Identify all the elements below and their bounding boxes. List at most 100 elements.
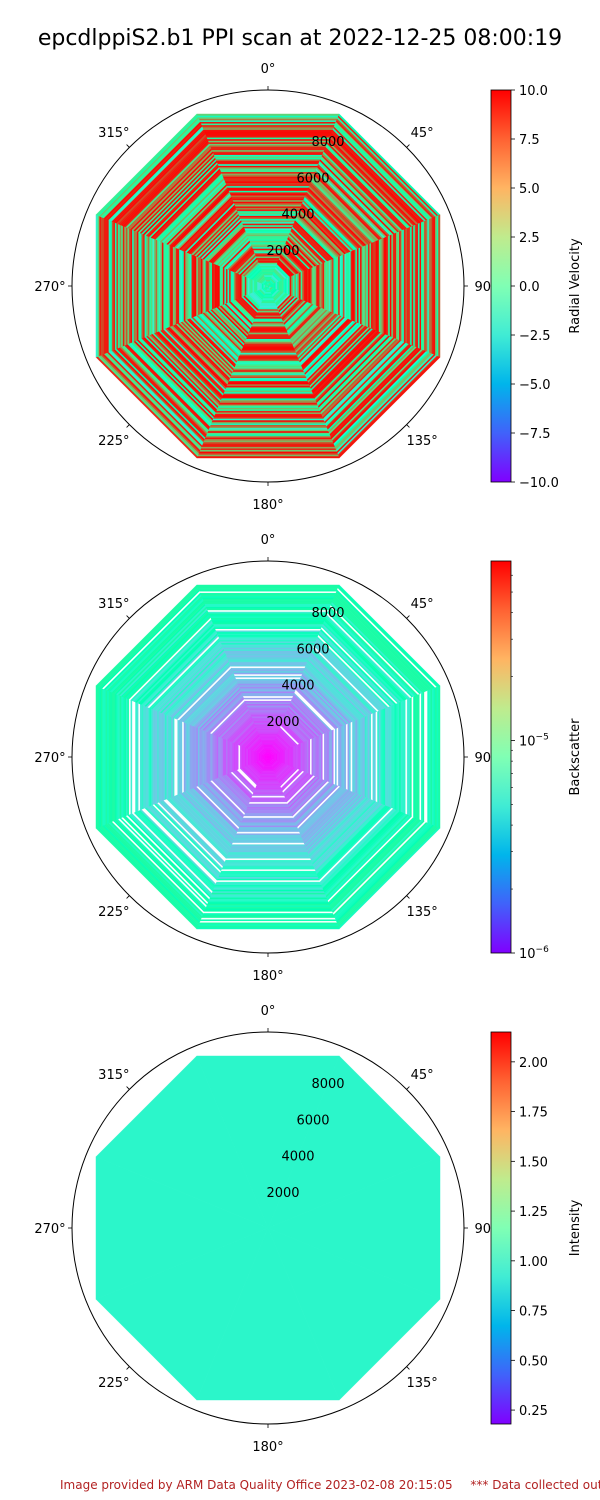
range-gate [231, 669, 305, 672]
range-gate [217, 634, 319, 637]
range-gate [183, 721, 186, 793]
range-gate [371, 713, 373, 801]
range-gate [264, 748, 272, 751]
range-gate [413, 224, 416, 348]
range-gate [311, 266, 314, 306]
range-gate [243, 343, 293, 346]
range-gate [222, 737, 225, 777]
range-gate [261, 298, 275, 301]
range-gate [335, 257, 338, 315]
range-gate [103, 688, 106, 826]
range-gate [128, 228, 131, 344]
range-gate [232, 672, 304, 675]
range-gate [127, 227, 130, 345]
range-gate [211, 891, 325, 894]
range-gate [425, 219, 428, 353]
range-gate [314, 265, 317, 307]
range-gate [263, 764, 273, 767]
range-gate [245, 232, 291, 235]
range-gate [263, 766, 273, 769]
range-gate [213, 734, 216, 780]
range-gate [410, 697, 413, 817]
theta-tick-label: 225° [98, 434, 129, 449]
range-gate [220, 266, 223, 306]
range-gate [241, 348, 295, 351]
range-gate [241, 346, 295, 349]
range-gate [131, 700, 134, 814]
range-gate [241, 694, 295, 697]
range-gate [305, 269, 308, 303]
range-gate [265, 761, 271, 764]
range-gate [156, 710, 159, 804]
range-gate [198, 451, 338, 454]
range-gate [218, 637, 318, 640]
range-gate [347, 723, 350, 791]
range-gate [385, 236, 388, 336]
range-gate [259, 774, 277, 776]
range-gate [259, 736, 277, 739]
colorbar-tick-label: −10.0 [519, 476, 559, 491]
range-gate [228, 269, 231, 303]
range-gate [220, 737, 223, 777]
colorbar-tick-label: 1.75 [519, 1106, 548, 1121]
range-gate [246, 805, 290, 808]
range-gate [242, 695, 294, 698]
range-gate [125, 697, 128, 817]
range-gate [339, 255, 342, 317]
range-gate [167, 715, 170, 799]
range-gate [247, 803, 289, 806]
range-gate [325, 732, 328, 782]
range-gate [200, 595, 336, 598]
range-gate [207, 140, 329, 143]
range-gate [313, 266, 316, 306]
range-gate [213, 415, 323, 418]
range-gate [406, 227, 409, 345]
range-gate [403, 699, 406, 815]
range-gate [275, 752, 278, 762]
range-gate [241, 745, 244, 769]
range-gate [130, 699, 133, 815]
range-gate [232, 841, 304, 844]
range-gate [123, 697, 126, 817]
range-gate [435, 215, 438, 357]
range-gate [374, 712, 377, 802]
range-gate [205, 730, 208, 784]
range-gate [212, 888, 324, 891]
range-gate [192, 254, 195, 318]
theta-tick-label: 225° [98, 1376, 129, 1391]
r-tick-label: 6000 [296, 1113, 329, 1128]
range-gate [331, 729, 334, 785]
range-gate [207, 429, 329, 432]
range-gate [200, 594, 336, 597]
range-gate [221, 867, 315, 870]
range-gate [228, 378, 308, 381]
range-gate [109, 220, 112, 352]
range-gate [291, 746, 294, 768]
range-gate [261, 742, 275, 745]
range-gate [417, 693, 420, 821]
range-gate [285, 748, 287, 766]
range-gate [197, 925, 339, 928]
range-gate [198, 589, 338, 592]
range-gate [147, 706, 150, 808]
range-gate [197, 727, 200, 787]
theta-tick-label: 135° [406, 1376, 437, 1391]
ppi-panel-1: 0°45°90°135°180°225°270°315°200040006000… [34, 62, 583, 513]
range-gate [134, 701, 137, 813]
range-gate [254, 315, 282, 318]
range-gate [274, 753, 277, 761]
range-gate [253, 318, 283, 321]
range-gate [97, 686, 100, 828]
theta-tick [406, 424, 410, 428]
range-gate [184, 722, 187, 792]
range-gate [234, 834, 302, 837]
range-gate [339, 726, 342, 788]
range-gate [372, 241, 375, 331]
r-tick-label: 2000 [266, 244, 299, 259]
range-gate [144, 234, 147, 338]
range-gate [233, 742, 236, 772]
range-gate [234, 204, 302, 207]
range-gate [222, 864, 314, 867]
range-gate [248, 709, 288, 712]
range-gate [320, 734, 323, 780]
